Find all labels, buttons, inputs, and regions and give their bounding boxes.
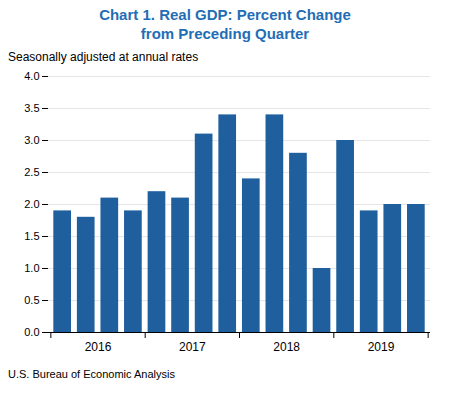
svg-text:1.0: 1.0 <box>24 262 39 274</box>
svg-text:3.5: 3.5 <box>24 102 39 114</box>
svg-text:2019: 2019 <box>368 340 395 354</box>
html-text:U.S. Bureau of Economic Analys: U.S. Bureau of Economic Analysis <box>8 367 175 380</box>
svg-text:4.0: 4.0 <box>24 70 39 82</box>
svg-text:2.0: 2.0 <box>24 198 39 210</box>
svg-text:2.5: 2.5 <box>24 166 39 178</box>
svg-text:1.5: 1.5 <box>24 230 39 242</box>
svg-text:3.0: 3.0 <box>24 134 39 146</box>
svg-text:0.5: 0.5 <box>24 294 39 306</box>
svg-text:2018: 2018 <box>273 340 300 354</box>
svg-text:2017: 2017 <box>179 340 206 354</box>
svg-text:2016: 2016 <box>85 340 112 354</box>
html-text:Chart 1. Real GDP: Percent Cha: Chart 1. Real GDP: Percent Change from P… <box>99 6 351 42</box>
svg-text:0.0: 0.0 <box>24 326 39 338</box>
html-text:Seasonally adjusted at annual: Seasonally adjusted at annual rates <box>8 49 199 64</box>
